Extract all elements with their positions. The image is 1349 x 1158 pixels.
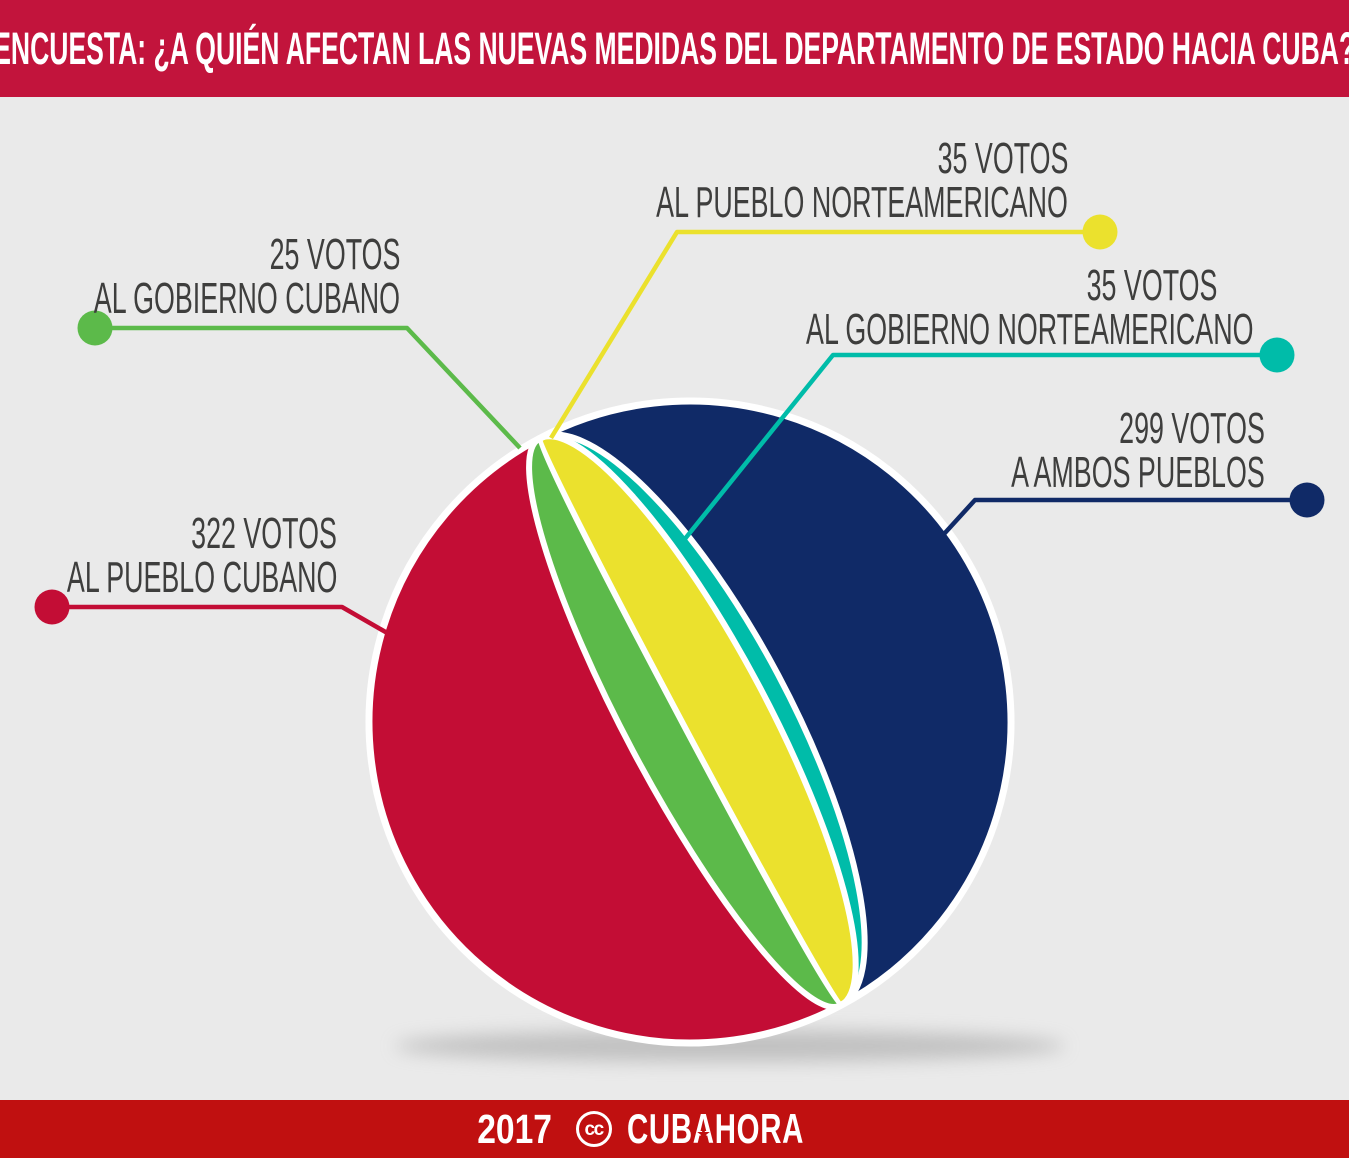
- votes-target: AL PUEBLO CUBANO: [66, 553, 337, 602]
- page-title: ENCUESTA: ¿A QUIÉN AFECTAN LAS NUEVAS ME…: [0, 22, 1349, 74]
- votes-target: AL PUEBLO NORTEAMERICANO: [656, 178, 1068, 227]
- votes-count: 25 VOTOS: [269, 230, 400, 279]
- label-gobierno-norteamericano: 35 VOTOS AL GOBIERNO NORTEAMERICANO: [520, 264, 1253, 352]
- slice-pueblo-cubano: [369, 438, 841, 1043]
- votes-count: 35 VOTOS: [1086, 261, 1217, 310]
- votes-target: AL GOBIERNO CUBANO: [93, 274, 400, 323]
- footer-banner: 2017 cc CUBA ★ HORA: [0, 1100, 1349, 1158]
- votes-count: 322 VOTOS: [191, 509, 337, 558]
- slice-ambos-pueblos: [539, 401, 1011, 1006]
- header-banner: ENCUESTA: ¿A QUIÉN AFECTAN LAS NUEVAS ME…: [0, 0, 1349, 97]
- votes-count: 299 VOTOS: [1119, 404, 1265, 453]
- creative-commons-icon: cc: [575, 1111, 612, 1147]
- callout-line-pueblo-norteamericano: [549, 229, 1100, 440]
- dot-ambos-pueblos: [1289, 482, 1325, 518]
- callout-line-gobierno-cubano: [95, 325, 522, 450]
- footer-year: 2017: [477, 1105, 553, 1152]
- dot-gobierno-norteamericano: [1259, 337, 1295, 373]
- callout-line-gobierno-norteamericano: [678, 352, 1277, 547]
- label-pueblo-norteamericano: 35 VOTOS AL PUEBLO NORTEAMERICANO: [393, 137, 1068, 225]
- label-pueblo-cubano: 322 VOTOS AL PUEBLO CUBANO: [0, 512, 337, 600]
- ball-outline: [365, 397, 1015, 1047]
- callout-line-pueblo-cubano: [52, 604, 391, 636]
- star-icon: ★: [696, 1125, 711, 1143]
- votes-target: AL GOBIERNO NORTEAMERICANO: [805, 305, 1253, 354]
- ball-shadow: [395, 1030, 1065, 1062]
- dot-pueblo-norteamericano: [1082, 214, 1118, 250]
- cubahora-logo: CUBA ★ HORA: [626, 1105, 804, 1152]
- slice-pueblo-norteamericano: [539, 436, 856, 1006]
- votes-count: 35 VOTOS: [937, 134, 1068, 183]
- callout-line-ambos-pueblos: [942, 497, 1307, 536]
- dot-gobierno-cubano: [77, 310, 113, 346]
- dot-pueblo-cubano: [34, 589, 70, 625]
- slice-dividers: [526, 431, 868, 1010]
- label-ambos-pueblos: 299 VOTOS A AMBOS PUEBLOS: [849, 407, 1265, 495]
- label-gobierno-cubano: 25 VOTOS AL GOBIERNO CUBANO: [0, 233, 400, 321]
- votes-target: A AMBOS PUEBLOS: [1011, 448, 1265, 497]
- callout-dots: [34, 214, 1325, 625]
